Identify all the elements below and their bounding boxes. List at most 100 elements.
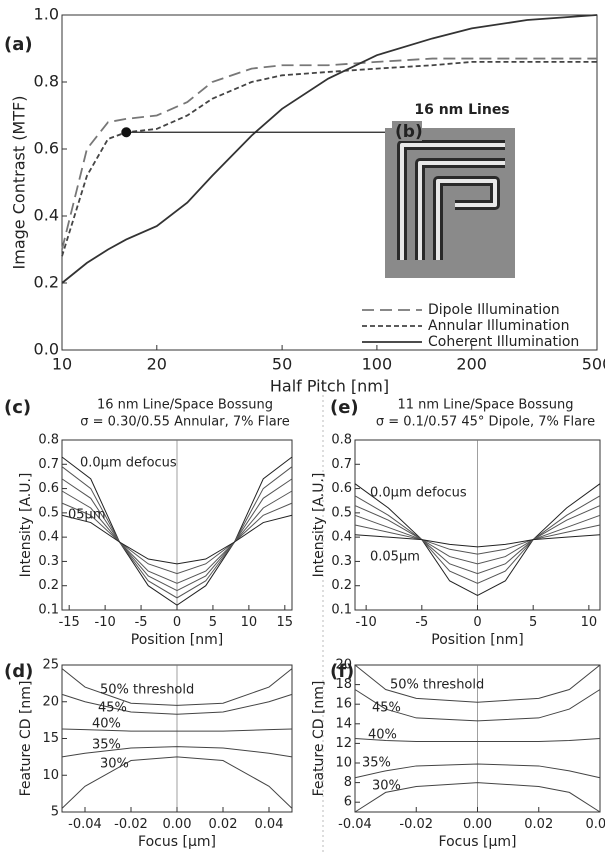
x-axis-title: Focus [μm] — [138, 834, 216, 850]
annotation: 30% — [100, 757, 129, 772]
x-tick-label: 10 — [581, 615, 598, 630]
series-line — [62, 15, 597, 283]
x-tick-label: -10 — [95, 615, 116, 630]
panel-subtitle: σ = 0.1/0.57 45° Dipole, 7% Flare — [376, 415, 595, 430]
panel-label: (a) — [4, 34, 33, 55]
annotation: 40% — [368, 728, 397, 743]
panel-label: (c) — [4, 397, 31, 418]
panel-subtitle: σ = 0.30/0.55 Annular, 7% Flare — [80, 415, 289, 430]
series-line — [62, 59, 597, 250]
y-tick-label: 25 — [42, 658, 59, 673]
y-tick-label: 0.6 — [38, 481, 59, 496]
y-tick-label: 6 — [344, 795, 352, 810]
panel-title: 16 nm Line/Space Bossung — [97, 398, 273, 413]
annotation: 0.05μm — [370, 550, 420, 565]
annotation: 45% — [98, 701, 127, 716]
annotation: 05μm — [68, 508, 105, 523]
y-tick-label: 1.0 — [34, 5, 59, 24]
y-tick-label: 0.4 — [34, 206, 59, 225]
x-axis-title: Focus [μm] — [439, 834, 517, 850]
y-axis-title: Feature CD [nm] — [18, 681, 34, 797]
x-tick-label: 100 — [362, 355, 393, 374]
x-tick-label: -5 — [415, 615, 428, 630]
x-tick-label: 0.04 — [586, 817, 605, 832]
annotation: 35% — [92, 738, 121, 753]
x-tick-label: -5 — [135, 615, 148, 630]
annotation: 40% — [92, 717, 121, 732]
panel-label: (e) — [330, 397, 359, 418]
x-tick-label: 500 — [582, 355, 605, 374]
y-tick-label: 20 — [42, 694, 59, 709]
x-tick-label: -0.02 — [114, 817, 148, 832]
x-tick-label: 50 — [272, 355, 292, 374]
y-axis-title: Image Contrast (MTF) — [10, 96, 29, 270]
x-tick-label: 200 — [456, 355, 487, 374]
x-tick-label: 0.00 — [463, 817, 492, 832]
x-tick-label: 5 — [529, 615, 537, 630]
y-axis-title: Intensity [A.U.] — [311, 473, 327, 578]
annotation: 0.0μm defocus — [80, 456, 177, 471]
x-tick-label: -0.02 — [399, 817, 433, 832]
annotation: 50% threshold — [100, 683, 194, 698]
x-axis-title: Half Pitch [nm] — [270, 376, 389, 395]
y-tick-label: 0.7 — [331, 457, 352, 472]
y-tick-label: 0.1 — [331, 603, 352, 618]
y-tick-label: 12 — [335, 736, 352, 751]
figure: 0.00.20.40.60.81.0102050100200500Half Pi… — [0, 0, 605, 854]
x-tick-label: 0.04 — [255, 817, 284, 832]
y-tick-label: 0.8 — [331, 433, 352, 448]
x-tick-label: -0.04 — [338, 817, 372, 832]
y-tick-label: 0.8 — [34, 72, 59, 91]
x-tick-label: 10 — [241, 615, 258, 630]
y-tick-label: 0.2 — [331, 578, 352, 593]
legend-label: Annular Illumination — [428, 318, 569, 334]
y-tick-label: 8 — [344, 775, 352, 790]
panel-label: (f) — [330, 661, 354, 682]
y-tick-label: 10 — [335, 756, 352, 771]
annotation: 45% — [372, 701, 401, 716]
annotation: 50% threshold — [390, 678, 484, 693]
y-tick-label: 0.4 — [38, 530, 59, 545]
y-tick-label: 0.8 — [38, 433, 59, 448]
y-tick-label: 0.5 — [38, 505, 59, 520]
x-axis-title: Position [nm] — [431, 632, 523, 648]
annotation: 35% — [362, 756, 391, 771]
y-tick-label: 0.7 — [38, 457, 59, 472]
x-tick-label: 5 — [209, 615, 217, 630]
y-tick-label: 0.4 — [331, 530, 352, 545]
x-tick-label: 15 — [277, 615, 294, 630]
y-tick-label: 5 — [51, 805, 59, 820]
x-tick-label: 20 — [147, 355, 167, 374]
panel: 0.1 0.2 0.3 0.4 0.5 0.6 0.7 0.8 -10 -5 0 5 10 Positio… — [311, 397, 600, 648]
inset-title: 16 nm Lines — [414, 102, 509, 118]
x-tick-label: -15 — [59, 615, 80, 630]
y-tick-label: 16 — [335, 697, 352, 712]
y-tick-label: 0.3 — [331, 554, 352, 569]
x-tick-label: 0 — [473, 615, 481, 630]
y-tick-label: 0.6 — [331, 481, 352, 496]
annotation: 30% — [372, 779, 401, 794]
y-tick-label: 0.2 — [38, 578, 59, 593]
inset-label: (b) — [395, 122, 423, 142]
y-tick-label: 0.1 — [38, 603, 59, 618]
legend-label: Dipole Illumination — [428, 302, 560, 318]
panel: 68101214161820-0.04-0.020.000.020.04Focu… — [311, 658, 605, 850]
marker-point — [121, 127, 131, 137]
x-axis-title: Position [nm] — [131, 632, 223, 648]
x-tick-label: -10 — [356, 615, 377, 630]
y-axis-title: Feature CD [nm] — [311, 681, 327, 797]
panel-title: 11 nm Line/Space Bossung — [397, 398, 573, 413]
y-tick-label: 0.3 — [38, 554, 59, 569]
x-tick-label: 0.02 — [209, 817, 238, 832]
panel-label: (d) — [4, 661, 33, 682]
y-axis-title: Intensity [A.U.] — [18, 473, 34, 578]
x-tick-label: 0.00 — [163, 817, 192, 832]
y-tick-label: 10 — [42, 768, 59, 783]
legend-label: Coherent Illumination — [428, 334, 579, 350]
y-tick-label: 14 — [335, 716, 352, 731]
x-tick-label: 0.02 — [524, 817, 553, 832]
y-tick-label: 0.5 — [331, 505, 352, 520]
y-tick-label: 0.6 — [34, 139, 59, 158]
